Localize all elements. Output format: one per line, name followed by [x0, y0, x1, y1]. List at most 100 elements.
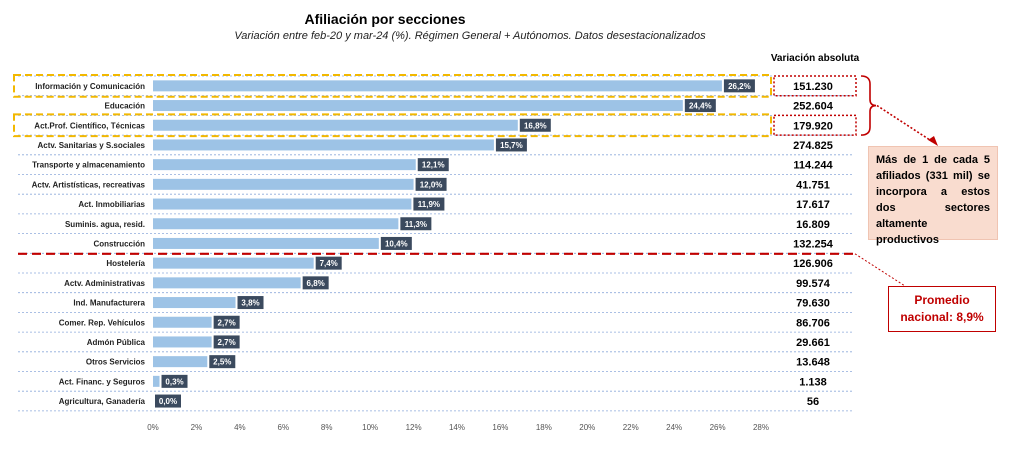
category-label: Agricultura, Ganadería	[59, 397, 146, 406]
x-tick-label: 18%	[536, 423, 552, 432]
bar	[153, 80, 722, 92]
value-label: 26,2%	[728, 82, 751, 91]
bar	[153, 237, 379, 249]
value-label: 16,8%	[524, 121, 547, 130]
absolute-value: 99.574	[796, 278, 831, 290]
category-label: Hostelería	[106, 259, 145, 268]
absolute-value: 179.920	[793, 120, 833, 132]
absolute-value: 1.138	[799, 376, 827, 388]
category-label: Actv. Sanitarias y S.sociales	[38, 141, 146, 150]
value-label-bg	[417, 158, 449, 172]
x-tick-label: 14%	[449, 423, 465, 432]
category-label: Transporte y almacenamiento	[32, 161, 145, 170]
bar	[153, 178, 414, 190]
value-label-bg	[684, 99, 716, 113]
bar	[153, 257, 314, 269]
value-label-bg	[495, 138, 527, 152]
highlight-abs-frame	[773, 75, 857, 97]
category-label: Otros Servicios	[86, 358, 146, 367]
highlight-abs-frame	[773, 114, 857, 136]
highlight-frame	[13, 74, 772, 98]
average-label-box: Promedio nacional: 8,9%	[888, 286, 996, 332]
value-label-bg	[400, 217, 432, 231]
x-tick-label: 12%	[406, 423, 422, 432]
category-label: Comer. Rep. Vehículos	[59, 318, 146, 327]
value-label: 10,4%	[385, 239, 408, 248]
absolute-value: 252.604	[793, 101, 834, 113]
bar	[153, 297, 236, 309]
category-label: Act. Inmobiliarias	[78, 200, 145, 209]
absolute-value: 114.244	[793, 160, 833, 172]
absolute-value: 151.230	[793, 81, 833, 93]
x-tick-label: 0%	[147, 423, 159, 432]
absolute-value: 41.751	[796, 179, 830, 191]
bar	[153, 375, 160, 387]
value-label: 7,4%	[320, 259, 338, 268]
value-label-bg	[209, 355, 236, 369]
bar	[153, 119, 518, 131]
value-label: 11,9%	[418, 200, 440, 209]
value-label-bg	[213, 315, 240, 329]
category-label: Act. Financ. y Seguros	[59, 377, 146, 386]
arrow-head	[928, 136, 938, 146]
absolute-value: 16.809	[796, 219, 830, 231]
annotation-note: Más de 1 de cada 5 afiliados (331 mil) s…	[868, 146, 998, 246]
value-label: 0,0%	[159, 397, 177, 406]
value-label: 2,7%	[218, 318, 236, 327]
value-label: 15,7%	[500, 141, 523, 150]
brace	[860, 75, 877, 136]
value-label-bg	[415, 177, 447, 191]
x-tick-label: 8%	[321, 423, 333, 432]
bar	[153, 356, 208, 368]
value-label: 0,3%	[165, 377, 183, 386]
bar	[153, 316, 212, 328]
value-label: 6,8%	[307, 279, 325, 288]
bar	[153, 218, 399, 230]
absolute-value: 86.706	[796, 317, 830, 329]
value-label-bg	[213, 335, 240, 349]
absolute-value: 17.617	[796, 199, 830, 211]
value-label: 3,8%	[241, 299, 259, 308]
bar	[153, 198, 412, 210]
value-label-bg	[161, 374, 188, 388]
x-tick-label: 26%	[710, 423, 726, 432]
value-label-bg	[302, 276, 329, 290]
absolute-value: 13.648	[796, 357, 830, 369]
value-label-bg	[413, 197, 445, 211]
absolute-variation-header: Variación absoluta	[770, 53, 860, 64]
x-tick-label: 6%	[278, 423, 290, 432]
highlight-frame	[13, 113, 772, 138]
category-label: Act.Prof. Científico, Técnicas	[34, 121, 145, 130]
category-label: Suminis. agua, resid.	[65, 220, 145, 229]
absolute-value: 56	[807, 396, 819, 408]
value-label: 11,3%	[405, 220, 427, 229]
x-tick-label: 2%	[191, 423, 203, 432]
category-label: Actv. Administrativas	[64, 279, 145, 288]
category-label: Construcción	[93, 239, 145, 248]
value-label-bg	[380, 236, 412, 250]
bar	[153, 100, 683, 112]
bar	[153, 139, 494, 151]
bar	[153, 277, 301, 289]
value-label: 12,0%	[420, 180, 443, 189]
annotation-connector	[876, 104, 934, 143]
value-label-bg	[519, 118, 551, 132]
x-tick-label: 22%	[623, 423, 639, 432]
absolute-value: 274.825	[793, 140, 833, 152]
bar	[153, 159, 416, 171]
value-label: 2,5%	[213, 358, 231, 367]
x-tick-label: 24%	[666, 423, 682, 432]
category-label: Información y Comunicación	[35, 82, 145, 91]
value-label-bg	[237, 296, 264, 310]
value-label-bg	[155, 394, 181, 408]
absolute-value: 132.254	[793, 238, 834, 250]
category-label: Actv. Artistísticas, recreativas	[32, 180, 146, 189]
x-tick-label: 4%	[234, 423, 246, 432]
x-tick-label: 16%	[492, 423, 508, 432]
bar	[153, 336, 212, 348]
absolute-value: 79.630	[796, 298, 830, 310]
value-label-bg	[315, 256, 342, 270]
chart-subtitle: Variación entre feb-20 y mar-24 (%). Rég…	[234, 30, 706, 42]
value-label: 2,7%	[218, 338, 236, 347]
